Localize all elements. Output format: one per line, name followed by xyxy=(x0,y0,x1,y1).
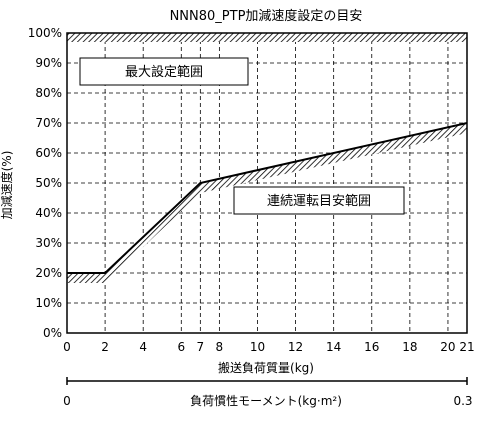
y-tick-label: 0% xyxy=(43,326,62,340)
y-tick-label: 70% xyxy=(35,116,62,130)
y-tick-label: 40% xyxy=(35,206,62,220)
x-tick-label: 0 xyxy=(63,340,71,354)
y-tick-label: 60% xyxy=(35,146,62,160)
x-tick-label: 8 xyxy=(216,340,224,354)
series-line xyxy=(67,122,468,274)
secondary-axis-min-label: 0 xyxy=(63,394,71,408)
region-label-max-text: 最大設定範囲 xyxy=(125,64,203,80)
y-tick-label: 90% xyxy=(35,56,62,70)
region-label-continuous: 連続運転目安範囲 xyxy=(233,186,405,215)
y-axis-label: 加減速度(%) xyxy=(0,151,14,220)
plot-frame xyxy=(66,32,468,334)
x-tick-label: 21 xyxy=(459,340,474,354)
top-hatch-band xyxy=(67,33,467,42)
x-tick-label: 2 xyxy=(101,340,109,354)
x-tick-label: 18 xyxy=(402,340,417,354)
region-label-max: 最大設定範囲 xyxy=(79,57,249,86)
y-tick-label: 100% xyxy=(28,26,62,40)
region-box-continuous xyxy=(233,186,405,215)
y-tick-label: 10% xyxy=(35,296,62,310)
x-tick-label: 20 xyxy=(440,340,455,354)
y-tick-label: 80% xyxy=(35,86,62,100)
chart-title: NNN80_PTP加減速度設定の目安 xyxy=(170,8,363,24)
x-axis-label: 搬送負荷質量(kg) xyxy=(218,360,314,375)
secondary-axis-max-label: 0.3 xyxy=(453,394,472,408)
region-box-max xyxy=(79,57,249,86)
y-tick-label: 20% xyxy=(35,266,62,280)
region-label-continuous-text: 連続運転目安範囲 xyxy=(267,194,371,209)
x-tick-label: 10 xyxy=(250,340,265,354)
tick-labels: 0% 10% 20% 30% 40% 50% 60% 70% 80% 90% 100% 0 2 4 6 7 8 1… xyxy=(28,26,475,354)
y-tick-label: 50% xyxy=(35,176,62,190)
x-tick-label: 14 xyxy=(326,340,341,354)
secondary-axis-label: 負荷慣性モーメント(kg·m²) xyxy=(190,393,342,408)
y-tick-label: 30% xyxy=(35,236,62,250)
x-tick-label: 16 xyxy=(364,340,379,354)
x-tick-label: 4 xyxy=(139,340,147,354)
x-tick-label: 6 xyxy=(177,340,185,354)
x-tick-label: 12 xyxy=(288,340,303,354)
limit-hatch-band xyxy=(67,123,467,283)
x-tick-label: 7 xyxy=(197,340,205,354)
